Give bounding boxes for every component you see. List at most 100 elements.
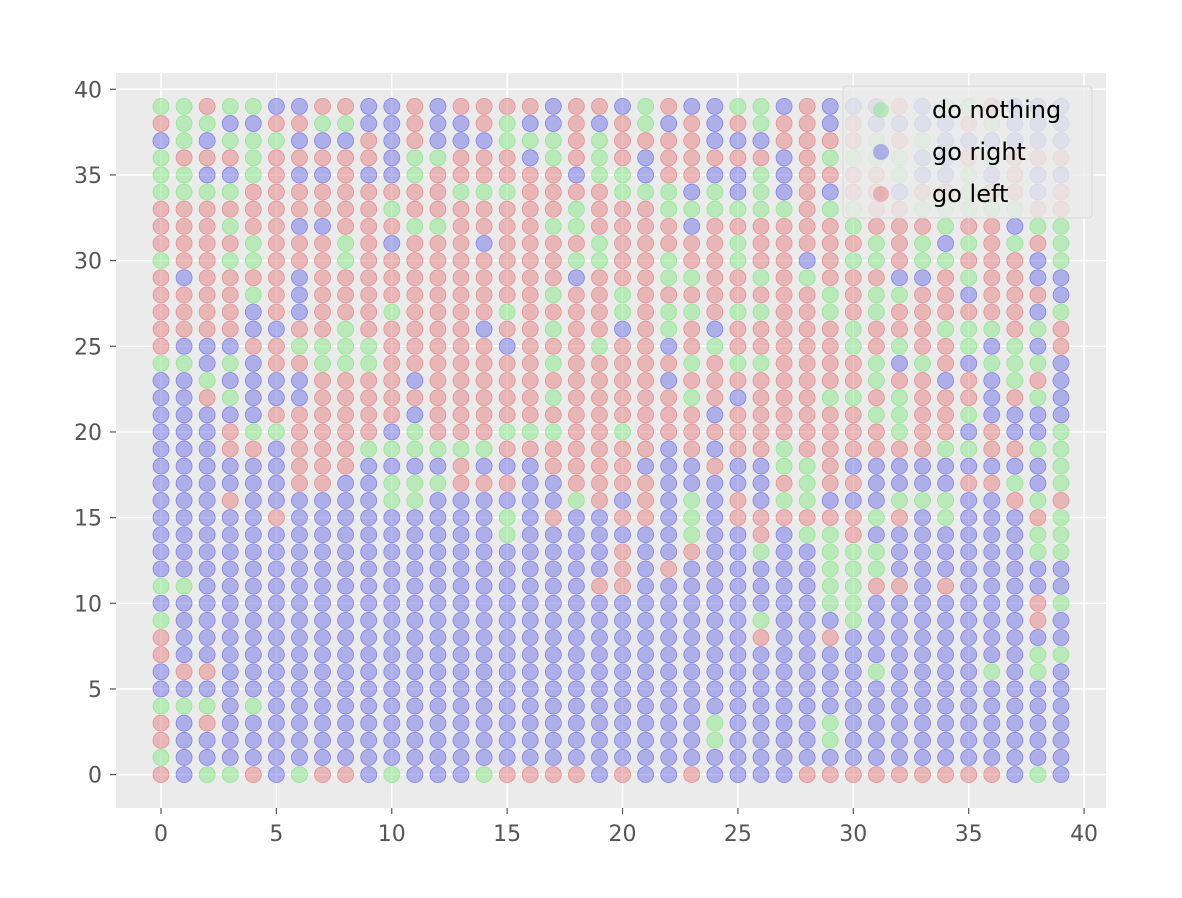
point-go-right xyxy=(937,560,955,578)
point-go-right xyxy=(544,629,562,646)
point-go-right xyxy=(475,235,493,252)
point-go-right xyxy=(706,749,724,766)
point-go-right xyxy=(452,492,470,509)
point-go-left xyxy=(637,320,655,338)
point-go-left xyxy=(1006,492,1024,509)
point-go-right xyxy=(152,680,170,698)
point-go-right xyxy=(706,406,724,424)
point-go-left xyxy=(1006,389,1024,407)
point-go-left xyxy=(267,337,285,355)
point-go-right xyxy=(891,680,908,698)
point-go-right xyxy=(360,115,378,132)
point-go-left xyxy=(683,372,701,389)
point-go-left xyxy=(637,423,655,441)
point-go-left xyxy=(498,440,516,458)
point-go-right xyxy=(406,663,424,681)
point-do-nothing xyxy=(1052,526,1070,544)
point-go-right xyxy=(660,714,678,732)
point-go-right xyxy=(752,577,770,595)
point-go-left xyxy=(614,543,631,561)
point-go-right xyxy=(383,697,401,715)
point-go-right xyxy=(498,594,516,612)
point-go-right xyxy=(221,680,239,698)
point-go-left xyxy=(729,372,747,389)
point-go-left xyxy=(267,183,285,201)
point-go-left xyxy=(706,286,724,304)
point-go-left xyxy=(706,355,724,372)
point-go-right xyxy=(591,766,608,783)
point-go-left xyxy=(429,355,447,372)
point-go-right xyxy=(1006,680,1024,698)
point-go-right xyxy=(591,526,608,544)
point-go-right xyxy=(821,646,839,664)
point-go-right xyxy=(914,680,931,698)
point-go-right xyxy=(1029,714,1047,732)
point-go-right xyxy=(775,543,793,561)
point-go-left xyxy=(914,766,931,783)
point-go-left xyxy=(775,235,793,252)
y-tick-label: 0 xyxy=(88,764,102,789)
point-go-right xyxy=(1052,663,1070,681)
point-go-right xyxy=(914,543,931,561)
point-go-right xyxy=(567,594,585,612)
point-go-right xyxy=(452,560,470,578)
point-go-right xyxy=(821,697,839,715)
point-do-nothing xyxy=(867,286,885,304)
point-go-right xyxy=(914,594,931,612)
point-go-left xyxy=(614,337,631,355)
point-go-left xyxy=(821,235,839,252)
point-go-right xyxy=(937,526,955,544)
point-go-right xyxy=(291,663,308,681)
point-go-right xyxy=(937,235,955,252)
point-do-nothing xyxy=(752,200,770,218)
point-go-left xyxy=(337,200,355,218)
point-go-right xyxy=(867,731,885,749)
point-go-right xyxy=(567,714,585,732)
point-go-right xyxy=(1052,406,1070,424)
point-go-left xyxy=(614,115,631,132)
point-go-left xyxy=(383,217,401,235)
x-axis-ticks: 0 5 10 15 20 25 30 35 40 xyxy=(154,808,1098,847)
point-go-right xyxy=(267,611,285,629)
point-go-left xyxy=(683,149,701,167)
point-go-left xyxy=(614,560,631,578)
point-go-right xyxy=(152,423,170,441)
point-do-nothing xyxy=(891,492,908,509)
point-do-nothing xyxy=(152,252,170,270)
point-go-right xyxy=(337,680,355,698)
point-go-right xyxy=(729,697,747,715)
point-go-right xyxy=(983,714,1001,732)
point-go-left xyxy=(291,200,308,218)
point-go-right xyxy=(937,646,955,664)
point-go-left xyxy=(983,474,1001,492)
point-go-left xyxy=(314,372,331,389)
point-go-left xyxy=(683,286,701,304)
point-go-right xyxy=(660,577,678,595)
point-do-nothing xyxy=(1029,766,1047,783)
point-go-right xyxy=(683,560,701,578)
point-go-right xyxy=(429,526,447,544)
point-go-left xyxy=(844,440,862,458)
point-go-right xyxy=(244,406,262,424)
point-go-right xyxy=(1006,629,1024,646)
point-go-right xyxy=(729,474,747,492)
point-go-left xyxy=(567,149,585,167)
point-do-nothing xyxy=(337,252,355,270)
point-go-right xyxy=(867,526,885,544)
point-go-right xyxy=(429,611,447,629)
point-do-nothing xyxy=(867,543,885,561)
point-go-right xyxy=(614,526,631,544)
point-go-right xyxy=(314,577,331,595)
point-do-nothing xyxy=(960,440,978,458)
point-go-right xyxy=(683,663,701,681)
point-go-left xyxy=(452,235,470,252)
point-go-left xyxy=(544,269,562,287)
point-do-nothing xyxy=(891,423,908,441)
point-go-right xyxy=(1006,749,1024,766)
point-go-left xyxy=(775,115,793,132)
point-go-left xyxy=(775,355,793,372)
point-go-right xyxy=(706,115,724,132)
point-go-right xyxy=(406,646,424,664)
point-go-right xyxy=(1052,286,1070,304)
point-go-right xyxy=(152,440,170,458)
